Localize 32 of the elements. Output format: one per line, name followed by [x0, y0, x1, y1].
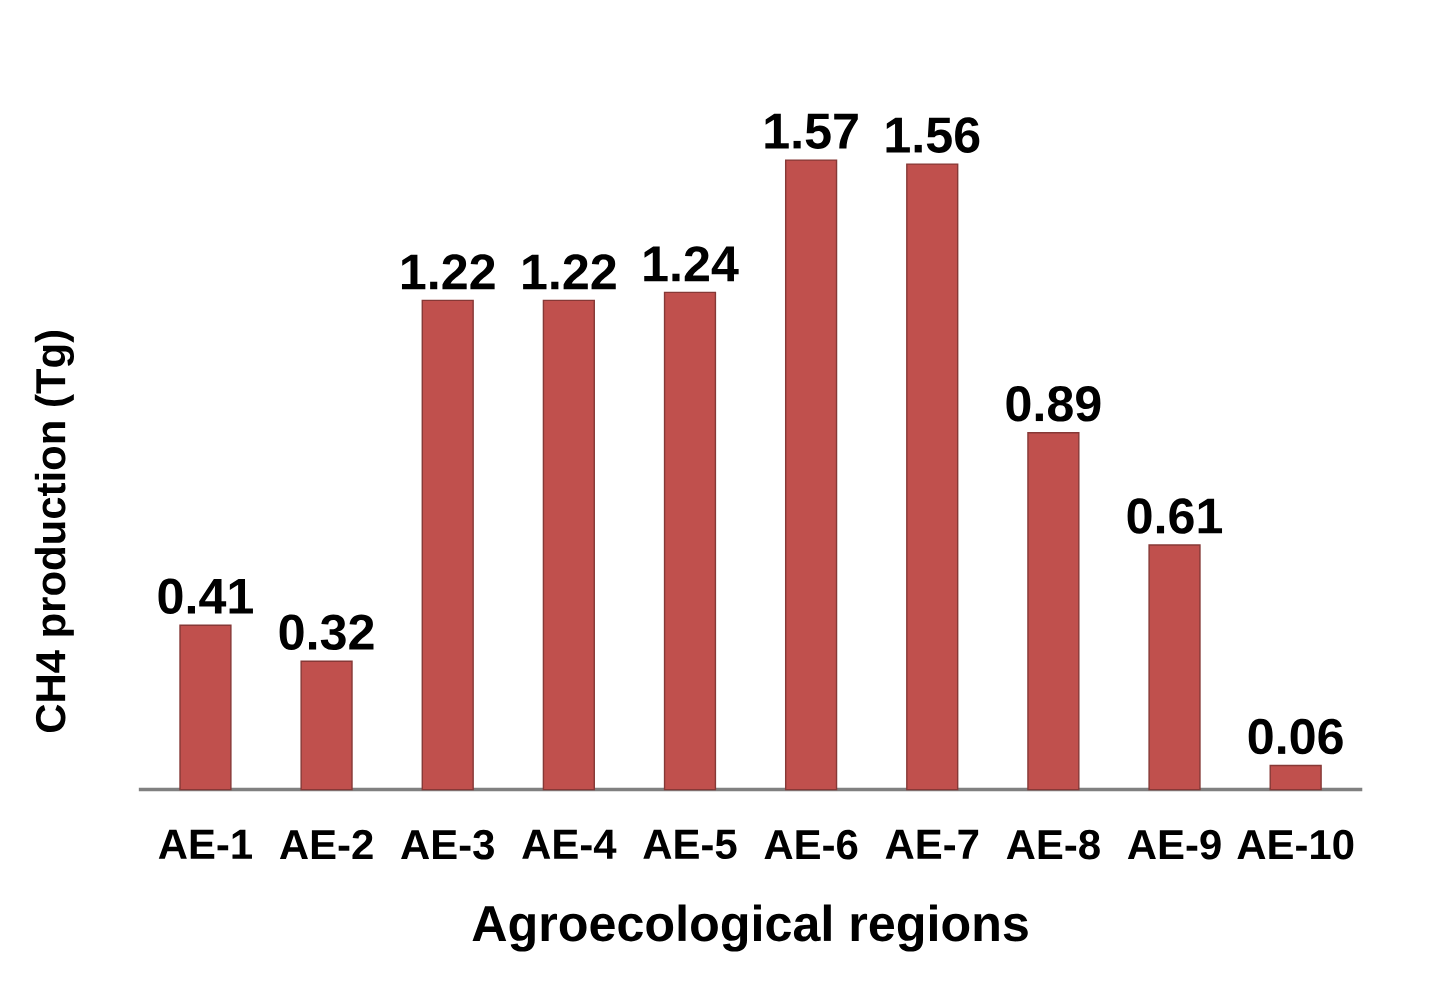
x-axis-title: Agroecological regions: [472, 904, 1028, 952]
data-label: 0.32: [279, 614, 374, 650]
bar: [906, 163, 959, 791]
data-label: 1.56: [886, 117, 980, 153]
x-tick-label: AE-4: [522, 829, 617, 859]
x-tick-label: AE-7: [885, 829, 979, 859]
bar: [1027, 431, 1080, 791]
bar: [179, 624, 232, 791]
x-tick-label: AE-10: [1237, 829, 1354, 860]
x-tick-label: AE-1: [158, 829, 252, 859]
y-axis-title: CH4 production (Tg): [34, 330, 74, 732]
x-tick-label: AE-5: [643, 829, 737, 859]
bar: [784, 159, 838, 791]
data-label: 1.22: [401, 254, 495, 290]
data-label: 1.22: [523, 254, 616, 290]
data-label: 1.57: [765, 113, 858, 149]
bar: [300, 660, 353, 791]
data-label: 0.61: [1127, 498, 1223, 534]
bar: [421, 299, 474, 791]
x-tick-label: AE-2: [279, 829, 373, 859]
data-label: 0.89: [1006, 385, 1101, 422]
x-tick-label: AE-6: [764, 829, 858, 860]
x-tick-label: AE-3: [401, 829, 494, 860]
bar: [542, 299, 595, 791]
data-label: 0.41: [158, 578, 253, 614]
bar: [1269, 764, 1322, 791]
data-label: 1.24: [644, 246, 739, 282]
bar: [663, 291, 717, 791]
x-tick-label: AE-9: [1127, 829, 1221, 860]
data-label: 0.06: [1248, 718, 1343, 755]
x-tick-label: AE-8: [1006, 829, 1100, 860]
bar: [1148, 544, 1201, 791]
